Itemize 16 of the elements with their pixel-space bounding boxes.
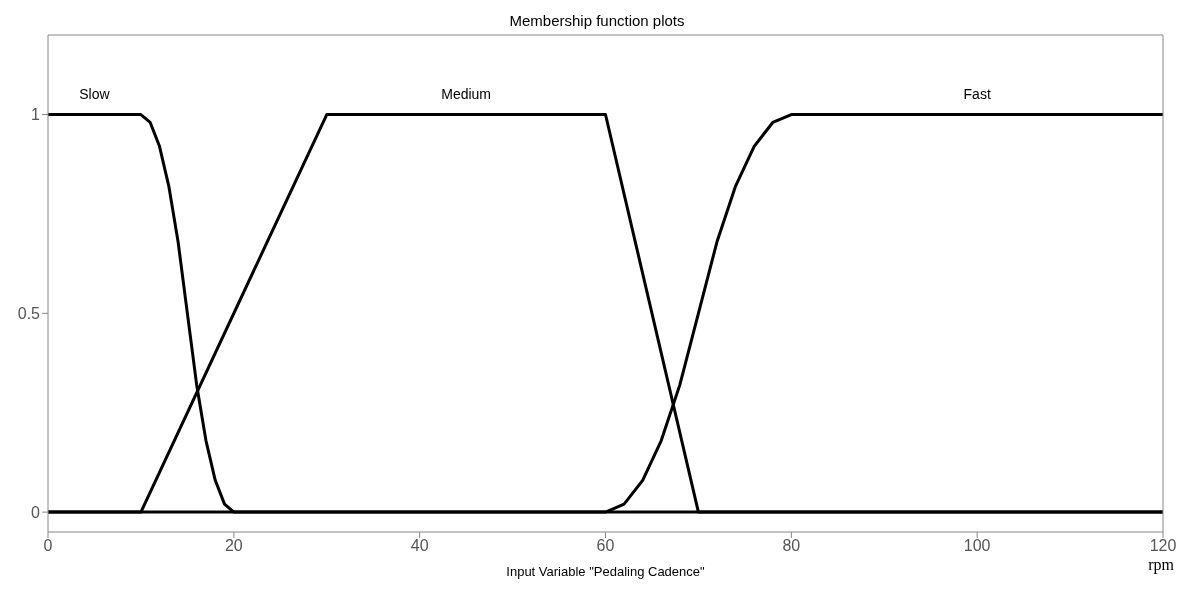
text: rpm [1148,556,1174,574]
x-tick-label: 60 [596,537,615,555]
x-tick-label: 40 [410,537,429,555]
series-label: Medium [441,85,492,102]
series-label: Fast [963,85,991,102]
y-tick-label: 0.5 [17,305,41,322]
y-tick-label: 0 [31,503,41,521]
x-tick-label: 20 [224,537,243,555]
x-tick-label: 100 [963,537,991,555]
series-label: Slow [79,85,111,102]
x-tick-label: 0 [43,537,53,555]
x-tick-label: 80 [782,537,801,555]
y-tick-label: 1 [31,106,41,124]
chart-title: Membership function plots [508,12,686,29]
x-tick-label: 120 [1149,537,1177,555]
x-axis-title: Input Variable "Pedaling Cadence" [506,564,706,579]
